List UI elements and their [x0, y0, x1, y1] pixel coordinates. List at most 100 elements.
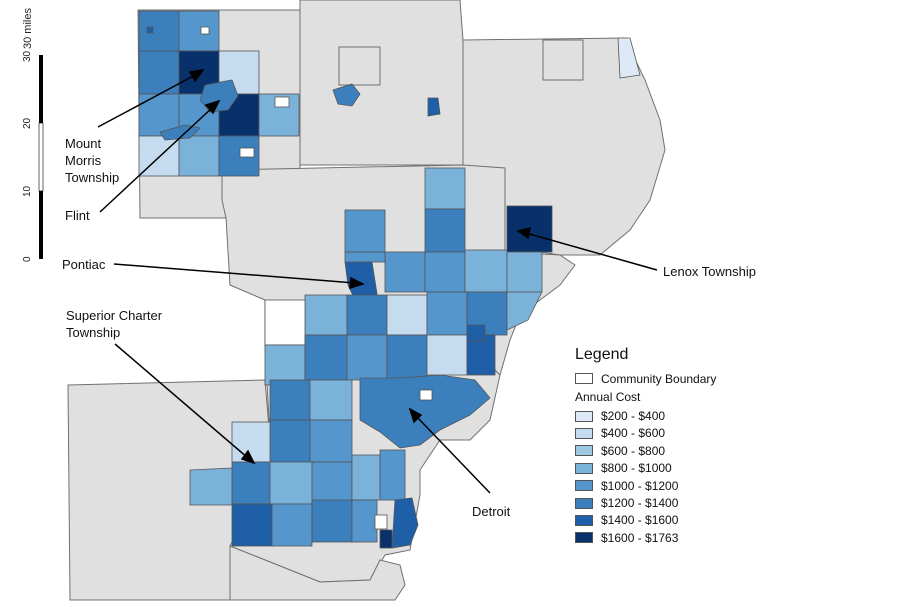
- township-region: [506, 291, 543, 331]
- legend: Legend Community Boundary Annual Cost $2…: [575, 346, 775, 547]
- legend-class-swatch: [575, 532, 593, 544]
- legend-class-swatch: [575, 445, 593, 457]
- township-region: [178, 135, 220, 177]
- township-region: [466, 324, 486, 342]
- township-region: [386, 334, 428, 381]
- annotation-leaders: [97, 68, 658, 494]
- boundary-hole: [374, 514, 388, 530]
- township-region: [311, 461, 353, 505]
- superior-leader: [114, 343, 249, 459]
- township-region: [231, 503, 273, 547]
- legend-title: Legend: [575, 346, 629, 363]
- legend-class-swatch: [575, 427, 593, 439]
- legend-boundary-row: Community Boundary: [575, 370, 775, 387]
- scale-tick-0: 0: [22, 256, 33, 262]
- label-lenox: Lenox Township: [663, 264, 756, 279]
- scale-tick-30: 30: [22, 50, 33, 62]
- scale-bar-segment: [39, 191, 43, 259]
- township-region: [309, 419, 353, 463]
- lenox-arrowhead: [516, 226, 531, 240]
- township-region: [379, 449, 406, 501]
- township-region: [379, 529, 393, 549]
- township-region: [264, 344, 306, 386]
- scale-unit-label: 30 miles: [22, 8, 34, 49]
- legend-class-label: $400 - $600: [601, 426, 666, 441]
- superior-arrowhead: [240, 449, 256, 465]
- township-region: [424, 167, 466, 210]
- legend-class-label: $600 - $800: [601, 443, 666, 458]
- boundary-hole: [419, 389, 433, 401]
- township-region: [311, 499, 353, 543]
- township-region: [269, 419, 311, 463]
- label-superior: Superior Charter Township: [66, 308, 163, 340]
- boundary-hole: [146, 26, 154, 34]
- township-region: [427, 97, 441, 117]
- township-region: [264, 299, 306, 346]
- legend-class-swatch: [575, 514, 593, 526]
- legend-class-row: $400 - $600: [575, 425, 775, 442]
- township-region: [506, 251, 543, 293]
- township-region: [346, 294, 388, 336]
- boundary-hole: [274, 96, 290, 108]
- legend-boundary-label: Community Boundary: [601, 371, 717, 386]
- township-region: [309, 379, 353, 421]
- legend-class-label: $200 - $400: [601, 409, 666, 424]
- lenox-leader: [525, 232, 658, 271]
- township-region: [466, 334, 496, 376]
- township-region: [138, 10, 180, 52]
- legend-boundary-swatch: [575, 373, 593, 385]
- legend-class-row: $600 - $800: [575, 442, 775, 459]
- township-region: [271, 503, 313, 547]
- township-region: [617, 37, 641, 79]
- monroe-county: [229, 545, 406, 601]
- boundary-hole: [200, 26, 210, 35]
- legend-class-label: $1400 - $1600: [601, 513, 679, 528]
- township-region: [351, 499, 378, 543]
- township-region: [269, 379, 311, 421]
- scale-bar: [38, 55, 44, 259]
- township-region: [269, 461, 313, 505]
- label-mount-morris: Mount Morris Township: [65, 136, 120, 185]
- township-region: [424, 208, 466, 253]
- township-region: [304, 334, 348, 381]
- scale-tick-20: 20: [22, 117, 33, 129]
- township-layer: [138, 10, 641, 549]
- label-detroit: Detroit: [472, 504, 511, 519]
- township-region: [344, 251, 386, 263]
- legend-class-row: $1600 - $1763: [575, 529, 775, 546]
- legend-class-label: $1000 - $1200: [601, 478, 679, 493]
- township-region: [351, 454, 381, 501]
- legend-subtitle: Annual Cost: [575, 390, 641, 405]
- flint-leader: [99, 106, 214, 213]
- township-region: [464, 249, 508, 293]
- detroit-arrowhead: [408, 407, 423, 424]
- pontiac-arrowhead: [349, 276, 366, 290]
- legend-class-label: $800 - $1000: [601, 461, 672, 476]
- township-region: [344, 209, 386, 253]
- legend-class-swatch: [575, 497, 593, 509]
- township-region: [386, 294, 428, 336]
- legend-class-row: $1200 - $1400: [575, 494, 775, 511]
- legend-class-row: $1000 - $1200: [575, 477, 775, 494]
- scale-tick-10: 10: [22, 185, 33, 197]
- legend-class-label: $1600 - $1763: [601, 530, 679, 545]
- township-region: [304, 294, 348, 336]
- detroit-city: [359, 374, 491, 449]
- township-region: [426, 334, 468, 376]
- legend-class-row: $200 - $400: [575, 407, 775, 424]
- lapeer-county: [299, 0, 464, 166]
- flint-arrowhead: [204, 99, 221, 115]
- legend-class-swatch: [575, 480, 593, 492]
- township-region: [231, 461, 271, 505]
- legend-class-row: $1400 - $1600: [575, 512, 775, 529]
- township-region: [384, 251, 426, 293]
- township-region: [178, 10, 220, 52]
- township-region: [426, 291, 468, 336]
- township-region: [346, 334, 388, 381]
- township-outline: [542, 39, 584, 81]
- label-flint: Flint: [65, 208, 90, 223]
- label-pontiac: Pontiac: [62, 257, 106, 272]
- township-region: [391, 497, 419, 549]
- detroit-leader: [415, 415, 491, 494]
